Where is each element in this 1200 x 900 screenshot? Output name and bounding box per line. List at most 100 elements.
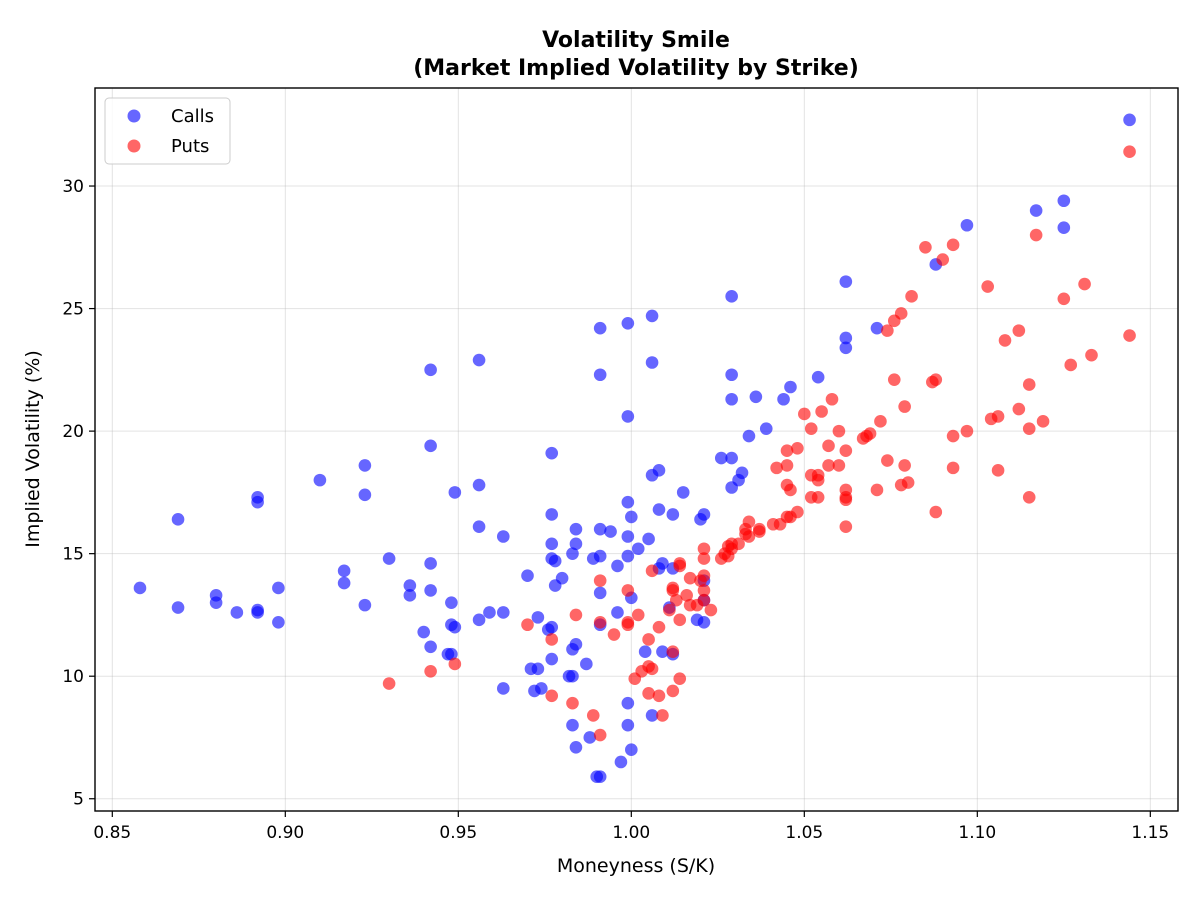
point-calls	[645, 309, 659, 323]
point-calls	[251, 606, 264, 619]
point-puts	[1085, 348, 1098, 362]
point-puts	[832, 459, 846, 472]
point-puts	[680, 589, 693, 602]
point-puts	[645, 564, 659, 578]
point-calls	[521, 569, 534, 583]
point-calls	[272, 615, 285, 629]
point-calls	[569, 522, 583, 536]
plot-frame	[94, 87, 1179, 812]
point-puts	[1022, 378, 1036, 391]
point-puts	[839, 520, 853, 534]
point-puts	[811, 473, 825, 487]
point-calls	[593, 586, 607, 600]
point-calls	[569, 638, 583, 651]
point-puts	[448, 657, 462, 671]
point-puts	[593, 728, 607, 742]
point-calls	[272, 581, 285, 595]
point-calls	[621, 316, 635, 330]
point-calls	[382, 552, 396, 565]
point-calls	[621, 696, 635, 710]
point-calls	[604, 525, 617, 538]
point-calls	[472, 613, 486, 627]
point-calls	[638, 645, 652, 658]
point-calls	[593, 770, 607, 783]
point-puts	[981, 280, 994, 293]
point-puts	[1022, 490, 1036, 504]
point-calls	[583, 731, 597, 744]
point-calls	[1123, 113, 1136, 127]
point-puts	[704, 603, 718, 617]
point-calls	[171, 601, 185, 614]
point-calls	[1029, 204, 1043, 217]
point-puts	[822, 439, 835, 453]
point-calls	[870, 321, 884, 335]
point-puts	[905, 290, 918, 303]
point-calls	[555, 571, 569, 585]
point-puts	[894, 307, 908, 320]
x-tick-label: 1.15	[1131, 823, 1169, 843]
point-calls	[566, 547, 579, 560]
point-puts	[656, 709, 669, 722]
point-calls	[614, 755, 628, 769]
point-calls	[548, 554, 562, 568]
x-axis-label: Moneyness (S/K)	[557, 855, 715, 877]
point-puts	[652, 620, 666, 634]
point-puts	[545, 633, 559, 646]
point-calls	[631, 542, 645, 556]
point-calls	[424, 363, 437, 377]
point-calls	[742, 429, 756, 443]
point-calls	[611, 606, 624, 619]
point-calls	[714, 451, 728, 465]
x-tick-label: 0.85	[93, 823, 131, 843]
point-puts	[732, 537, 745, 551]
legend: Calls Puts	[104, 97, 231, 165]
point-calls	[625, 743, 638, 757]
legend-label-calls: Calls	[171, 106, 214, 127]
point-puts	[946, 238, 960, 252]
legend-label-puts: Puts	[171, 136, 209, 157]
point-puts	[815, 405, 828, 418]
point-puts	[960, 424, 974, 438]
point-puts	[1123, 145, 1136, 159]
point-calls	[445, 596, 458, 609]
point-puts	[663, 603, 676, 617]
point-puts	[1012, 324, 1026, 337]
point-puts	[666, 645, 680, 658]
point-calls	[625, 510, 638, 524]
point-calls	[424, 584, 437, 597]
y-tick-label: 5	[73, 790, 84, 810]
point-calls	[531, 662, 545, 676]
point-puts	[998, 334, 1012, 347]
point-calls	[403, 579, 417, 592]
point-calls	[645, 709, 659, 722]
point-calls	[697, 615, 711, 629]
point-puts	[822, 459, 835, 472]
point-calls	[666, 508, 680, 521]
point-calls	[133, 581, 147, 595]
point-calls	[531, 611, 545, 624]
legend-marker-calls	[127, 109, 141, 123]
point-puts	[929, 373, 943, 386]
point-calls	[472, 353, 486, 367]
point-calls	[496, 530, 510, 543]
point-calls	[621, 530, 635, 543]
point-puts	[1057, 292, 1071, 306]
point-calls	[424, 439, 437, 453]
point-calls	[645, 356, 659, 369]
point-puts	[697, 542, 711, 556]
point-calls	[545, 652, 559, 666]
point-calls	[209, 596, 223, 609]
point-calls	[839, 331, 853, 345]
point-puts	[673, 672, 687, 685]
point-puts	[991, 410, 1005, 423]
point-puts	[742, 515, 756, 529]
point-calls	[230, 606, 244, 619]
y-tick-label: 10	[62, 667, 84, 687]
point-puts	[839, 493, 853, 507]
x-tick-label: 1.10	[958, 823, 996, 843]
point-puts	[791, 505, 804, 519]
point-calls	[545, 446, 559, 460]
point-puts	[804, 422, 818, 435]
y-tick-label: 20	[62, 422, 84, 442]
point-puts	[936, 253, 950, 266]
